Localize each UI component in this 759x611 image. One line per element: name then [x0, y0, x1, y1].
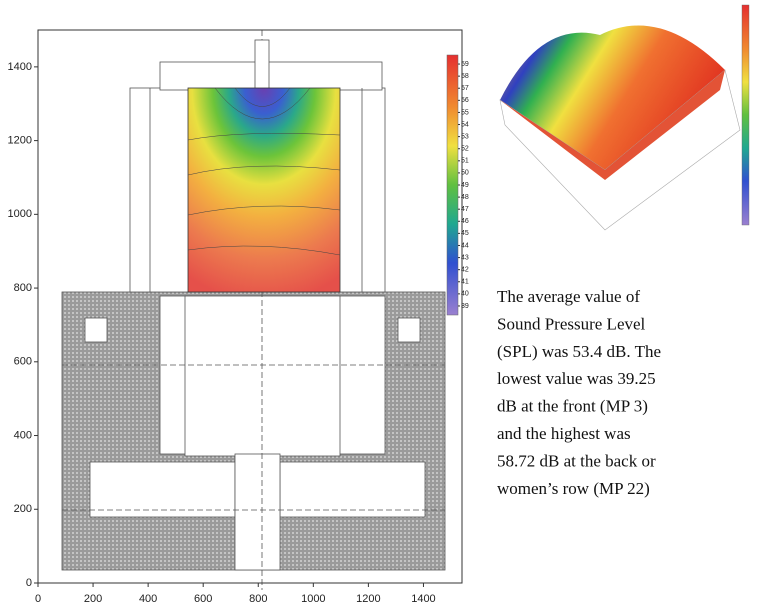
colorbar-tick-label: 42 — [461, 267, 469, 274]
colorbar-tick-label: 47 — [461, 206, 469, 213]
y-tick-label: 200 — [14, 503, 32, 515]
colorbar-tick-label: 48 — [461, 194, 469, 201]
y-tick-label: 600 — [14, 356, 32, 368]
colorbar-tick-label: 39 — [461, 303, 469, 310]
y-tick-label: 800 — [14, 282, 32, 294]
x-tick-label: 1200 — [356, 593, 380, 605]
colorbar-tick-label: 49 — [461, 182, 469, 189]
spl-contour — [188, 88, 340, 292]
page: {"chart_data":{"type":"contour", "xlim":… — [0, 0, 759, 611]
x-tick-label: 0 — [35, 593, 41, 605]
y-tick-label: 1200 — [8, 135, 32, 147]
colorbar-tick-label: 56 — [461, 97, 469, 104]
caption-line: lowest value was 39.25 — [497, 369, 656, 388]
colorbar-tick-label: 40 — [461, 291, 469, 298]
colorbar-tick-label: 52 — [461, 146, 469, 153]
x-tick-label: 800 — [249, 593, 267, 605]
x-tick-label: 1000 — [301, 593, 325, 605]
caption-line: (SPL) was 53.4 dB. The — [497, 342, 661, 361]
colorbar-tick-label: 43 — [461, 254, 469, 261]
colorbar-tick-label: 46 — [461, 218, 469, 225]
colorbar-tick-label: 54 — [461, 121, 469, 128]
x-tick-label: 400 — [139, 593, 157, 605]
x-tick-label: 1400 — [411, 593, 435, 605]
caption-line: and the highest was — [497, 424, 631, 443]
caption: The average value of Sound Pressure Level… — [497, 287, 661, 498]
colorbar-tick-label: 57 — [461, 85, 469, 92]
colorbar — [447, 55, 458, 315]
caption-line: The average value of — [497, 287, 640, 306]
caption-line: women’s row (MP 22) — [497, 479, 650, 498]
figure: The average value of Sound Pressure Level… — [0, 0, 759, 611]
caption-line: 58.72 dB at the back or — [497, 451, 656, 470]
colorbar-tick-label: 51 — [461, 158, 469, 165]
colorbar-tick-label: 55 — [461, 109, 469, 116]
colorbar-tick-label: 59 — [461, 61, 469, 68]
y-tick-label: 1000 — [8, 208, 32, 220]
caption-line: dB at the front (MP 3) — [497, 397, 648, 416]
x-tick-label: 600 — [194, 593, 212, 605]
colorbar-tick-label: 58 — [461, 73, 469, 80]
colorbar-tick-label: 45 — [461, 230, 469, 237]
y-tick-label: 0 — [26, 577, 32, 589]
colorbar-tick-label: 53 — [461, 133, 469, 140]
caption-line: Sound Pressure Level — [497, 314, 646, 333]
colorbar-tick-label: 50 — [461, 170, 469, 177]
surface-3d — [500, 5, 749, 230]
colorbar-tick-label: 44 — [461, 242, 469, 249]
y-tick-label: 400 — [14, 429, 32, 441]
y-tick-label: 1400 — [8, 61, 32, 73]
colorbar-tick-label: 41 — [461, 279, 469, 286]
x-tick-label: 200 — [84, 593, 102, 605]
